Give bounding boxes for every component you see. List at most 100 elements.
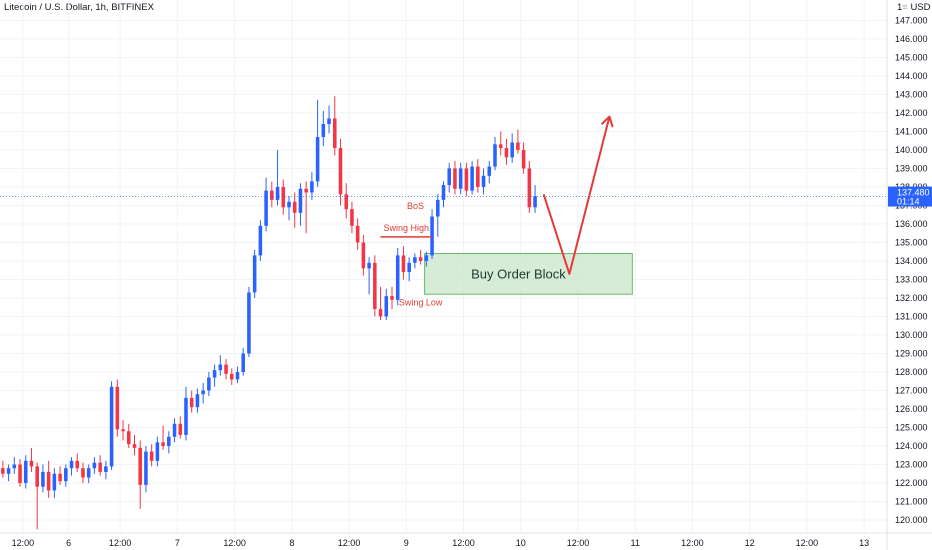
x-tick-label: 12:00 — [681, 538, 704, 548]
y-tick-label: 132.000 — [895, 293, 928, 303]
candle-body — [321, 123, 326, 137]
candle-body — [109, 386, 114, 467]
candle-body — [373, 262, 377, 310]
candle-body — [75, 460, 80, 469]
candle-body — [235, 371, 240, 380]
candle-body — [98, 462, 102, 472]
x-tick-label: 13 — [859, 538, 869, 548]
candle-body — [413, 257, 417, 263]
x-tick-label: 12 — [745, 538, 755, 548]
currency-label[interactable]: 1≡ USD — [897, 2, 931, 13]
candle-body — [189, 397, 194, 408]
y-tick-label: 129.000 — [895, 348, 928, 358]
candle-body — [18, 464, 22, 484]
y-tick-label: 127.000 — [895, 385, 928, 395]
candle-body — [212, 370, 217, 378]
x-tick-label: 6 — [66, 538, 71, 548]
candle-body — [144, 451, 148, 485]
x-tick-label: 12:00 — [12, 538, 35, 548]
candle-body — [229, 373, 234, 380]
candle-body — [355, 225, 360, 243]
candle-body — [247, 292, 251, 354]
candle-body — [23, 460, 28, 484]
candle-body — [115, 386, 120, 430]
candle-body — [327, 118, 331, 124]
candle-body — [481, 175, 486, 187]
candle-body — [155, 442, 160, 461]
candle-body — [458, 168, 463, 189]
candle-body — [1, 468, 5, 474]
x-tick-label: 9 — [404, 538, 409, 548]
currency-separator: ≡ — [902, 2, 908, 13]
y-tick-label: 130.000 — [895, 330, 928, 340]
candle-body — [64, 468, 68, 482]
x-tick-label: 10 — [516, 538, 526, 548]
candle-body — [367, 262, 371, 269]
candle-body — [264, 190, 268, 226]
candle-body — [281, 186, 286, 208]
y-tick-label: 136.000 — [895, 219, 928, 229]
candle-body — [184, 397, 188, 435]
candle-body — [304, 188, 308, 193]
swing-high-label: Swing High — [384, 223, 430, 233]
candle-body — [81, 468, 85, 478]
candle-body — [35, 466, 39, 487]
y-tick-label: 143.000 — [895, 89, 928, 99]
y-tick-label: 126.000 — [895, 404, 928, 414]
swing-low-label: Swing Low — [399, 297, 443, 307]
projection-arrowhead — [600, 115, 614, 128]
candle-body — [121, 429, 125, 432]
candle-body — [167, 436, 171, 447]
candle-body — [510, 142, 514, 158]
candle-body — [178, 423, 183, 435]
candle-body — [270, 190, 274, 200]
candle-body — [258, 225, 263, 256]
candle-body — [132, 444, 137, 448]
candle-body — [6, 468, 11, 474]
y-tick-label: 125.000 — [895, 423, 928, 433]
candle-body — [504, 148, 509, 158]
x-tick-label: 12:00 — [567, 538, 590, 548]
candle-body — [201, 390, 205, 395]
order-block-layer: Buy Order Block — [424, 253, 633, 295]
candle-body — [401, 255, 406, 273]
y-tick-label: 128.000 — [895, 367, 928, 377]
currency-prefix: 1 — [897, 2, 903, 13]
candle-body — [12, 464, 17, 469]
candle-body — [498, 144, 503, 149]
y-tick-label: 145.000 — [895, 52, 928, 62]
last-price-label: 137.480 — [897, 188, 930, 198]
candle-body — [476, 166, 480, 187]
x-tick-label: 12:00 — [452, 538, 475, 548]
y-tick-label: 121.000 — [895, 497, 928, 507]
chart-title: Litecoin / U.S. Dollar, 1h, BITFINEX — [4, 2, 154, 13]
y-tick-label: 124.000 — [895, 441, 928, 451]
candle-body — [493, 144, 497, 167]
y-tick-label: 123.000 — [895, 460, 928, 470]
x-tick-label: 8 — [289, 538, 294, 548]
candle-body — [29, 460, 34, 467]
x-tick-label: 7 — [175, 538, 180, 548]
candle-body — [69, 460, 74, 469]
y-tick-label: 133.000 — [895, 274, 928, 284]
y-tick-label: 142.000 — [895, 108, 928, 118]
candle-body — [361, 242, 366, 269]
candle-body — [407, 262, 411, 273]
y-tick-label: 140.000 — [895, 145, 928, 155]
candle-body — [378, 309, 383, 317]
candle-body — [453, 168, 457, 189]
candle-body — [86, 468, 91, 478]
candle-body — [149, 451, 154, 461]
y-tick-label: 120.000 — [895, 515, 928, 525]
candle-body — [126, 431, 131, 445]
candle-body — [395, 255, 400, 300]
y-tick-label: 146.000 — [895, 34, 928, 44]
candle-body — [332, 118, 337, 149]
candle-body — [252, 255, 257, 293]
candle-body — [41, 471, 45, 487]
y-tick-label: 131.000 — [895, 311, 928, 321]
x-tick-label: 12:00 — [223, 538, 246, 548]
candle-body — [92, 462, 97, 469]
